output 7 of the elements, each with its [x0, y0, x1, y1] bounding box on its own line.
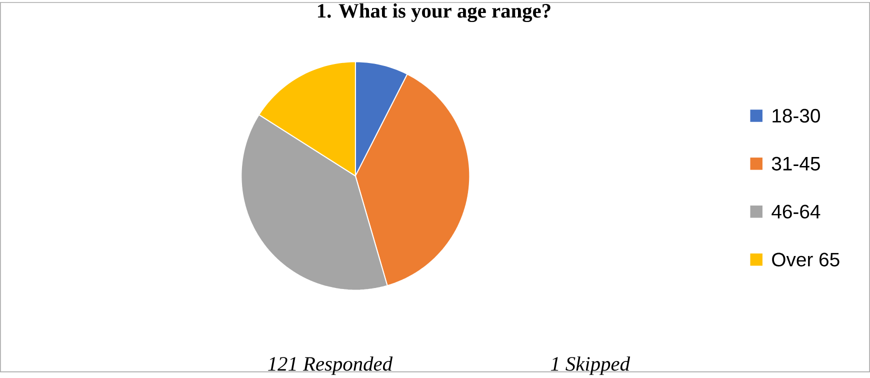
legend-label: 46-64	[772, 204, 820, 218]
text: 121 Responded	[268, 356, 393, 375]
text: 1 Skipped	[550, 356, 630, 375]
legend-label: Over 65	[772, 252, 840, 266]
legend-label: 18-30	[772, 108, 820, 122]
chart-title: 1. What is your age range?	[318, 3, 550, 22]
legend-label: 31-45	[772, 156, 820, 170]
